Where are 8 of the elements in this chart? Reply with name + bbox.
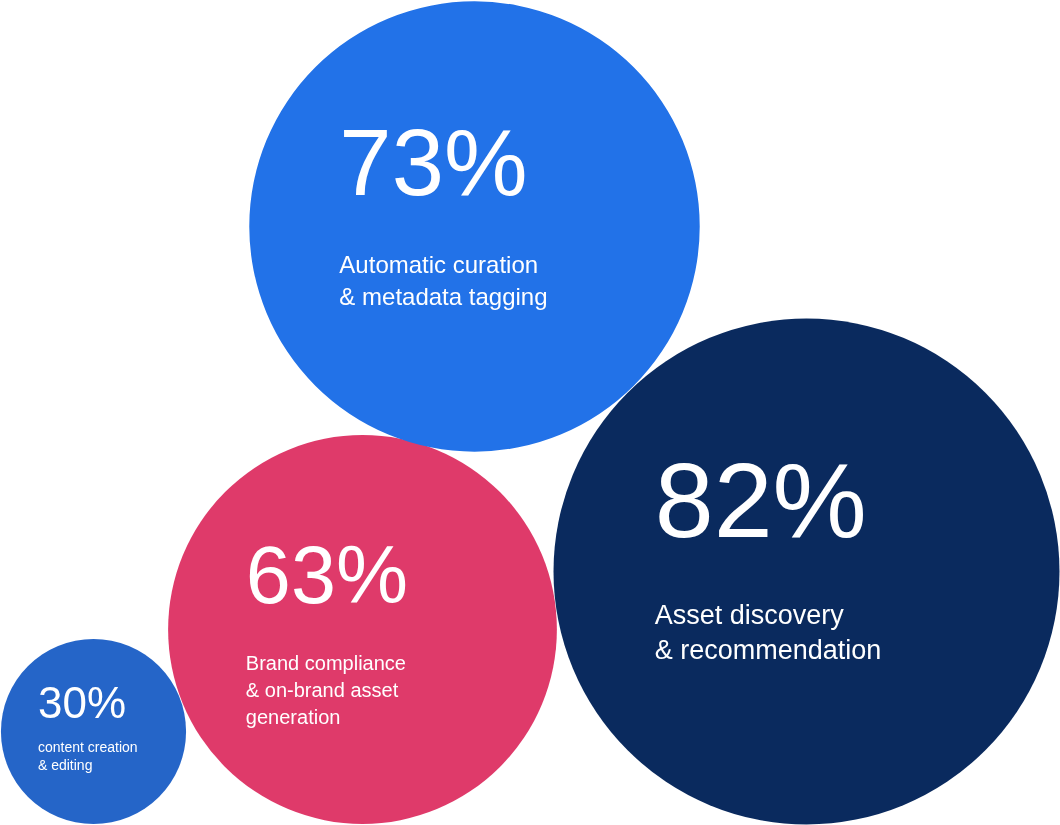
data-label: 63% xyxy=(245,529,408,620)
category-label: Automatic curation & metadata tagging xyxy=(339,251,548,310)
data-label: 82% xyxy=(654,440,867,559)
category-label: Asset discovery & recommendation xyxy=(654,599,882,665)
data-label: 73% xyxy=(339,110,528,216)
data-label: 30% xyxy=(37,677,127,727)
category-label: content creation & editing xyxy=(37,739,138,774)
category-label: Brand compliance & on-brand asset generation xyxy=(245,651,406,728)
